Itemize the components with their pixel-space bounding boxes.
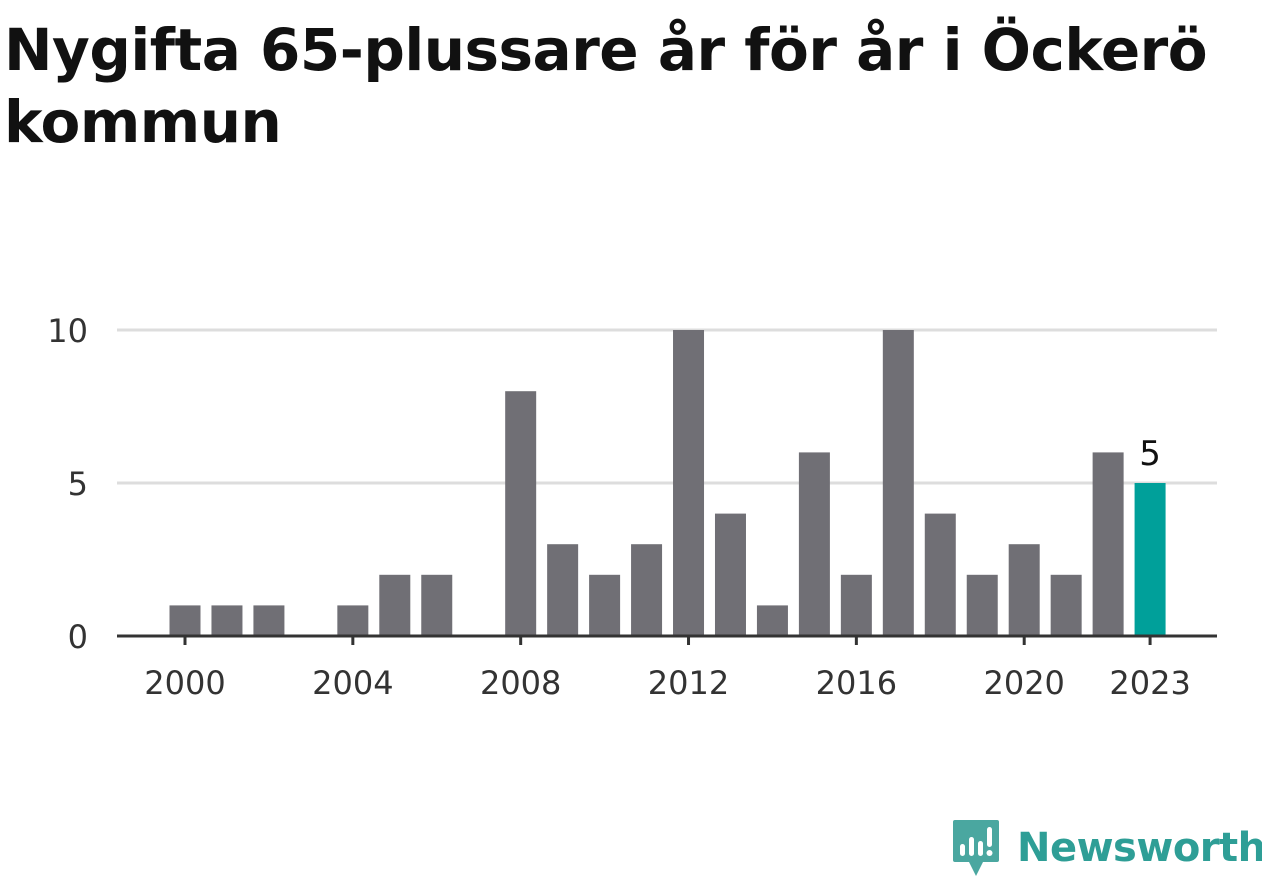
bar-highlight xyxy=(1134,483,1166,636)
bar xyxy=(924,513,956,636)
newsworthy-brand: Newsworthy xyxy=(951,818,1262,878)
bar xyxy=(589,574,621,636)
bar xyxy=(798,452,830,636)
x-tick-label: 2012 xyxy=(648,664,729,702)
bar xyxy=(379,574,411,636)
bars xyxy=(169,330,1166,636)
bar xyxy=(337,605,369,636)
bar xyxy=(169,605,201,636)
bar xyxy=(673,330,705,636)
y-tick-label: 10 xyxy=(47,312,88,350)
chart-title: Nygifta 65-plussare år för år i Öckerö k… xyxy=(4,16,1208,156)
y-tick-label: 5 xyxy=(68,465,88,503)
highlight-value-label: 5 xyxy=(1139,434,1161,474)
bar xyxy=(211,605,243,636)
y-axis-ticks: 0 5 10 xyxy=(47,312,88,656)
bar xyxy=(1092,452,1124,636)
bar xyxy=(421,574,453,636)
x-tick-label: 2023 xyxy=(1109,664,1190,702)
bar xyxy=(505,391,537,636)
x-tick-label: 2016 xyxy=(816,664,897,702)
bar xyxy=(1050,574,1082,636)
x-axis-ticks: 2000 2004 2008 2012 2016 2020 2023 xyxy=(144,636,1191,702)
bar xyxy=(840,574,872,636)
brand-name: Newsworthy xyxy=(1017,825,1262,871)
gridlines xyxy=(117,328,1217,485)
bar xyxy=(966,574,998,636)
newsworthy-logo-icon xyxy=(953,820,999,876)
bar xyxy=(253,605,285,636)
x-tick-label: 2004 xyxy=(312,664,393,702)
x-tick-label: 2000 xyxy=(144,664,225,702)
bar xyxy=(1008,544,1040,636)
y-tick-label: 0 xyxy=(68,618,88,656)
bar xyxy=(756,605,788,636)
bar xyxy=(882,330,914,636)
annotations: 5 xyxy=(1139,434,1161,474)
bar xyxy=(547,544,579,636)
bar xyxy=(631,544,663,636)
bar xyxy=(714,513,746,636)
x-tick-label: 2008 xyxy=(480,664,561,702)
x-tick-label: 2020 xyxy=(983,664,1064,702)
